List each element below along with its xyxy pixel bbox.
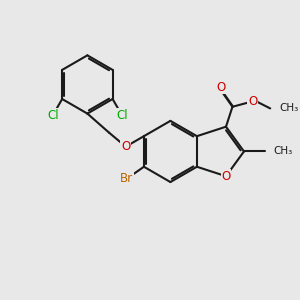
Text: O: O <box>217 80 226 94</box>
Text: Cl: Cl <box>47 109 58 122</box>
Text: CH₃: CH₃ <box>273 146 292 157</box>
Text: CH₃: CH₃ <box>279 103 298 113</box>
Text: Cl: Cl <box>116 109 128 122</box>
Text: O: O <box>248 95 257 108</box>
Text: Br: Br <box>120 172 133 185</box>
Text: O: O <box>221 170 231 183</box>
Text: O: O <box>121 140 130 153</box>
